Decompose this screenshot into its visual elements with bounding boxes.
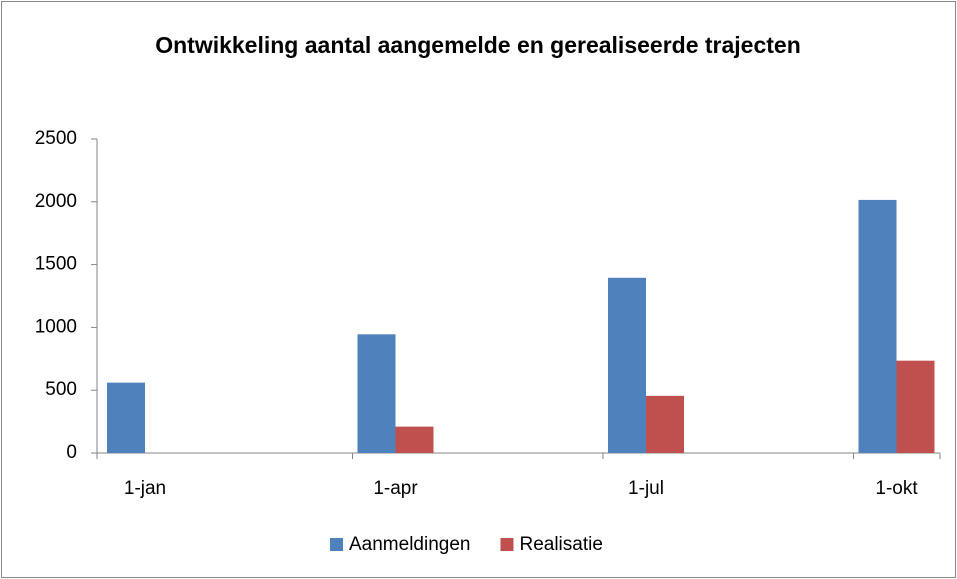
legend-label: Aanmeldingen bbox=[349, 534, 470, 555]
x-tick-label: 1-jan bbox=[124, 478, 166, 499]
y-tick-label: 1500 bbox=[35, 254, 77, 275]
bar bbox=[357, 334, 396, 453]
x-tick-label: 1-okt bbox=[875, 478, 918, 499]
bar bbox=[858, 199, 897, 453]
bar bbox=[107, 382, 145, 453]
chart-title: Ontwikkeling aantal aangemelde en gereal… bbox=[155, 32, 801, 58]
x-tick-label: 1-jul bbox=[628, 478, 664, 499]
legend-swatch bbox=[330, 538, 343, 551]
y-tick-label: 0 bbox=[66, 442, 77, 463]
y-tick-label: 500 bbox=[45, 379, 77, 400]
y-tick-label: 1000 bbox=[35, 316, 77, 337]
y-tick-label: 2500 bbox=[35, 128, 77, 149]
bar bbox=[395, 426, 434, 453]
x-tick-label: 1-apr bbox=[373, 478, 418, 499]
y-tick-label: 2000 bbox=[35, 191, 77, 212]
legend-label: Realisatie bbox=[519, 534, 602, 555]
bar bbox=[608, 277, 646, 453]
bar bbox=[896, 360, 935, 453]
legend-swatch bbox=[500, 538, 514, 551]
bar bbox=[646, 395, 684, 453]
